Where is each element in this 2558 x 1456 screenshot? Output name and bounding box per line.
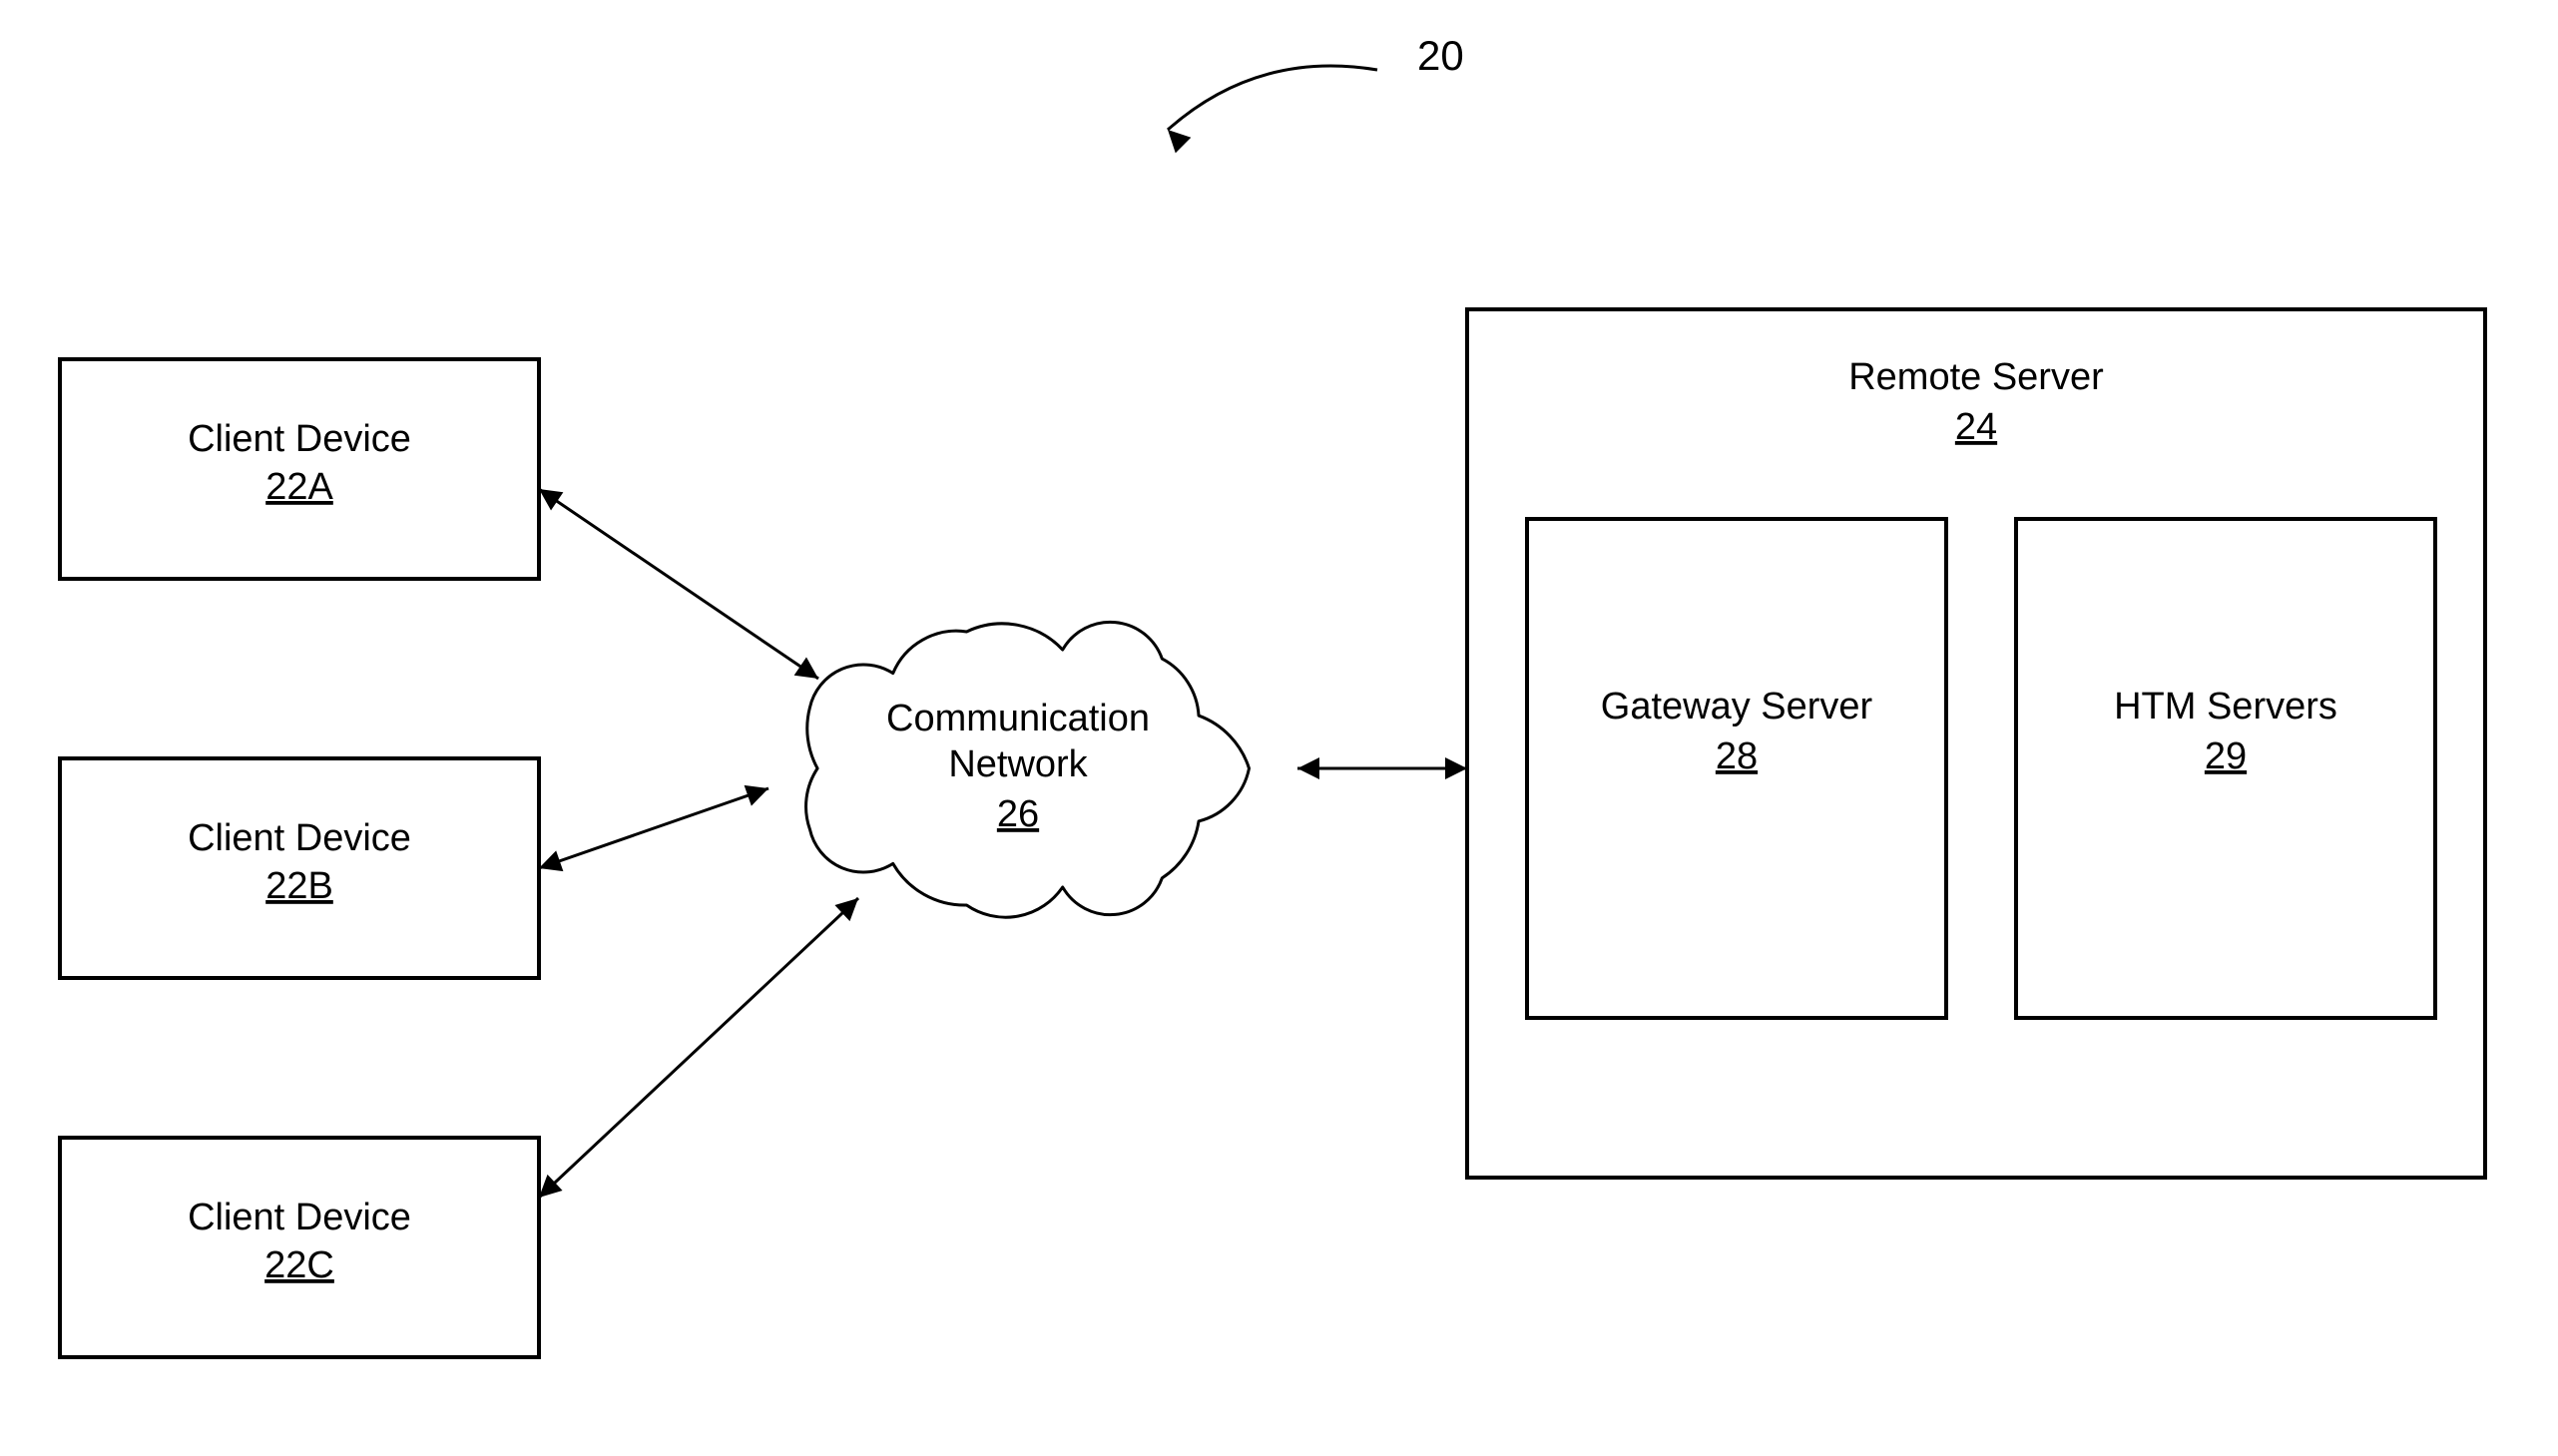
- svg-text:22B: 22B: [265, 865, 333, 907]
- svg-text:Client Device: Client Device: [188, 1197, 411, 1238]
- svg-text:Client Device: Client Device: [188, 817, 411, 859]
- svg-text:26: 26: [997, 793, 1039, 835]
- svg-text:24: 24: [1955, 406, 1997, 448]
- svg-text:28: 28: [1716, 735, 1758, 777]
- svg-text:Gateway Server: Gateway Server: [1601, 686, 1873, 728]
- svg-text:Network: Network: [948, 743, 1088, 785]
- svg-text:HTM Servers: HTM Servers: [2114, 686, 2337, 728]
- svg-text:22C: 22C: [264, 1244, 334, 1286]
- svg-text:Remote Server: Remote Server: [1848, 356, 2104, 398]
- svg-text:Client Device: Client Device: [188, 418, 411, 460]
- svg-text:20: 20: [1417, 32, 1464, 79]
- svg-text:Communication: Communication: [886, 698, 1150, 739]
- svg-text:29: 29: [2205, 735, 2247, 777]
- svg-text:22A: 22A: [265, 466, 333, 508]
